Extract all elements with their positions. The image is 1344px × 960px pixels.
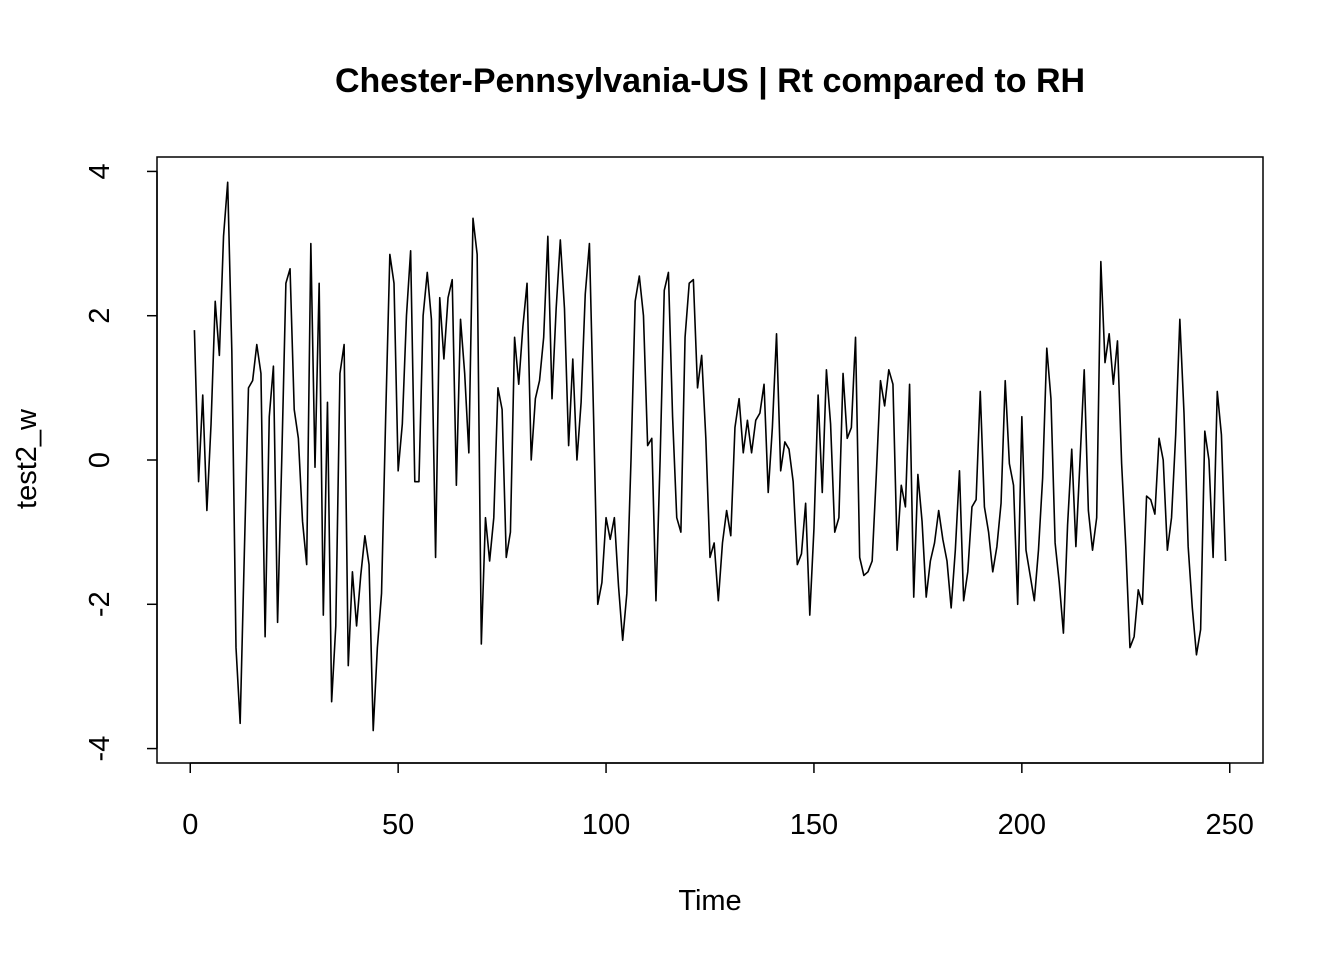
x-tick-label: 200	[998, 809, 1046, 841]
x-axis-label: Time	[678, 885, 741, 917]
x-tick-label: 0	[182, 809, 198, 841]
x-tick-label: 100	[582, 809, 630, 841]
chart-title: Chester-Pennsylvania-US | Rt compared to…	[335, 62, 1085, 100]
y-tick-label: 2	[84, 308, 116, 324]
x-tick-label: 250	[1206, 809, 1254, 841]
y-tick-label: -2	[84, 591, 116, 617]
y-tick-label: 0	[84, 452, 116, 468]
y-axis-label: test2_w	[11, 408, 43, 509]
y-tick-label: 4	[84, 163, 116, 179]
x-axis: 0 50 100 150 200 250	[182, 762, 1254, 841]
y-axis: -4 -2 0 2 4	[84, 163, 158, 762]
x-tick-label: 50	[382, 809, 414, 841]
series-line-test2_w	[193, 181, 1227, 732]
y-tick-label: -4	[84, 736, 116, 762]
x-tick-label: 150	[790, 809, 838, 841]
